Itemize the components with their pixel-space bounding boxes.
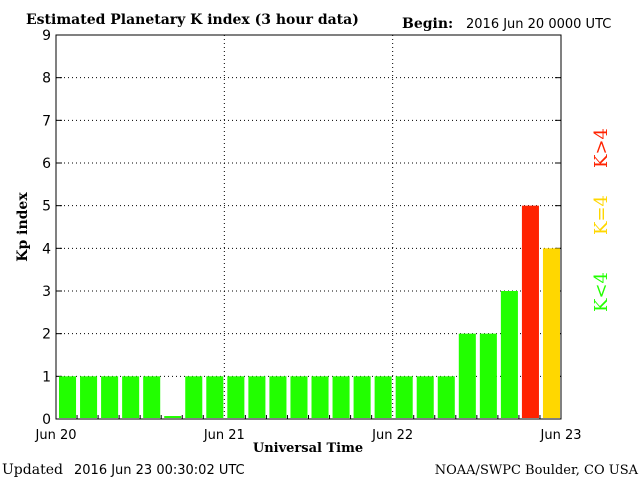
legend-k-above-4: K>4: [591, 128, 612, 168]
y-tick-label: 7: [42, 113, 51, 129]
y-tick-label: 1: [42, 369, 51, 385]
legend-k-below-4: K<4: [591, 272, 612, 312]
updated-label: Updated: [2, 462, 63, 478]
kp-bar: [59, 376, 77, 418]
kp-bar: [500, 291, 518, 418]
kp-bar: [227, 376, 245, 418]
x-axis-ticks: Jun 20 Jun 21 Jun 22 Jun 23: [35, 415, 582, 443]
begin-label: Begin:: [402, 16, 453, 32]
x-tick-label: Jun 21: [203, 428, 245, 443]
kp-bar: [521, 205, 539, 418]
begin-value: 2016 Jun 20 0000 UTC: [466, 17, 611, 32]
kp-bar: [353, 376, 371, 418]
kp-bar: [143, 376, 161, 418]
bars: [59, 205, 560, 418]
y-tick-label: 2: [42, 327, 51, 343]
kp-bar: [458, 333, 476, 418]
kp-bar: [416, 376, 434, 418]
updated-value: 2016 Jun 23 00:30:02 UTC: [74, 463, 245, 478]
x-tick-label: Jun 22: [371, 428, 413, 443]
kp-bar: [395, 376, 413, 418]
kp-bar: [311, 376, 329, 418]
kp-bar: [101, 376, 119, 418]
kp-bar: [290, 376, 308, 418]
kp-bar: [248, 376, 266, 418]
kp-bar: [374, 376, 392, 418]
x-axis-label: Universal Time: [253, 441, 363, 456]
legend-k-equals-4: K=4: [591, 195, 612, 235]
kp-bar: [542, 248, 560, 418]
kp-bar: [80, 376, 98, 418]
y-tick-label: 4: [42, 241, 51, 257]
kp-bar: [122, 376, 140, 418]
kp-bar: [332, 376, 350, 418]
y-axis-label: Kp index: [15, 192, 31, 262]
y-tick-label: 5: [42, 199, 51, 215]
x-tick-label: Jun 23: [540, 428, 582, 443]
y-tick-label: 0: [42, 412, 51, 428]
y-tick-label: 6: [42, 156, 51, 172]
kp-bar: [269, 376, 287, 418]
kp-bar: [437, 376, 455, 418]
y-tick-label: 3: [42, 284, 51, 300]
kp-bar: [479, 333, 497, 418]
kp-bar: [206, 376, 224, 418]
kp-bar: [185, 376, 203, 418]
x-tick-label: Jun 20: [35, 428, 77, 443]
y-tick-label: 9: [42, 28, 51, 44]
chart-title: Estimated Planetary K index (3 hour data…: [26, 12, 359, 28]
y-tick-label: 8: [42, 71, 51, 87]
y-axis-ticks: 0 1 2 3 4 5 6 7 8 9: [42, 28, 561, 428]
credit-text: NOAA/SWPC Boulder, CO USA: [435, 463, 639, 478]
kp-bar: [164, 416, 182, 418]
grid-lines: [56, 35, 561, 419]
